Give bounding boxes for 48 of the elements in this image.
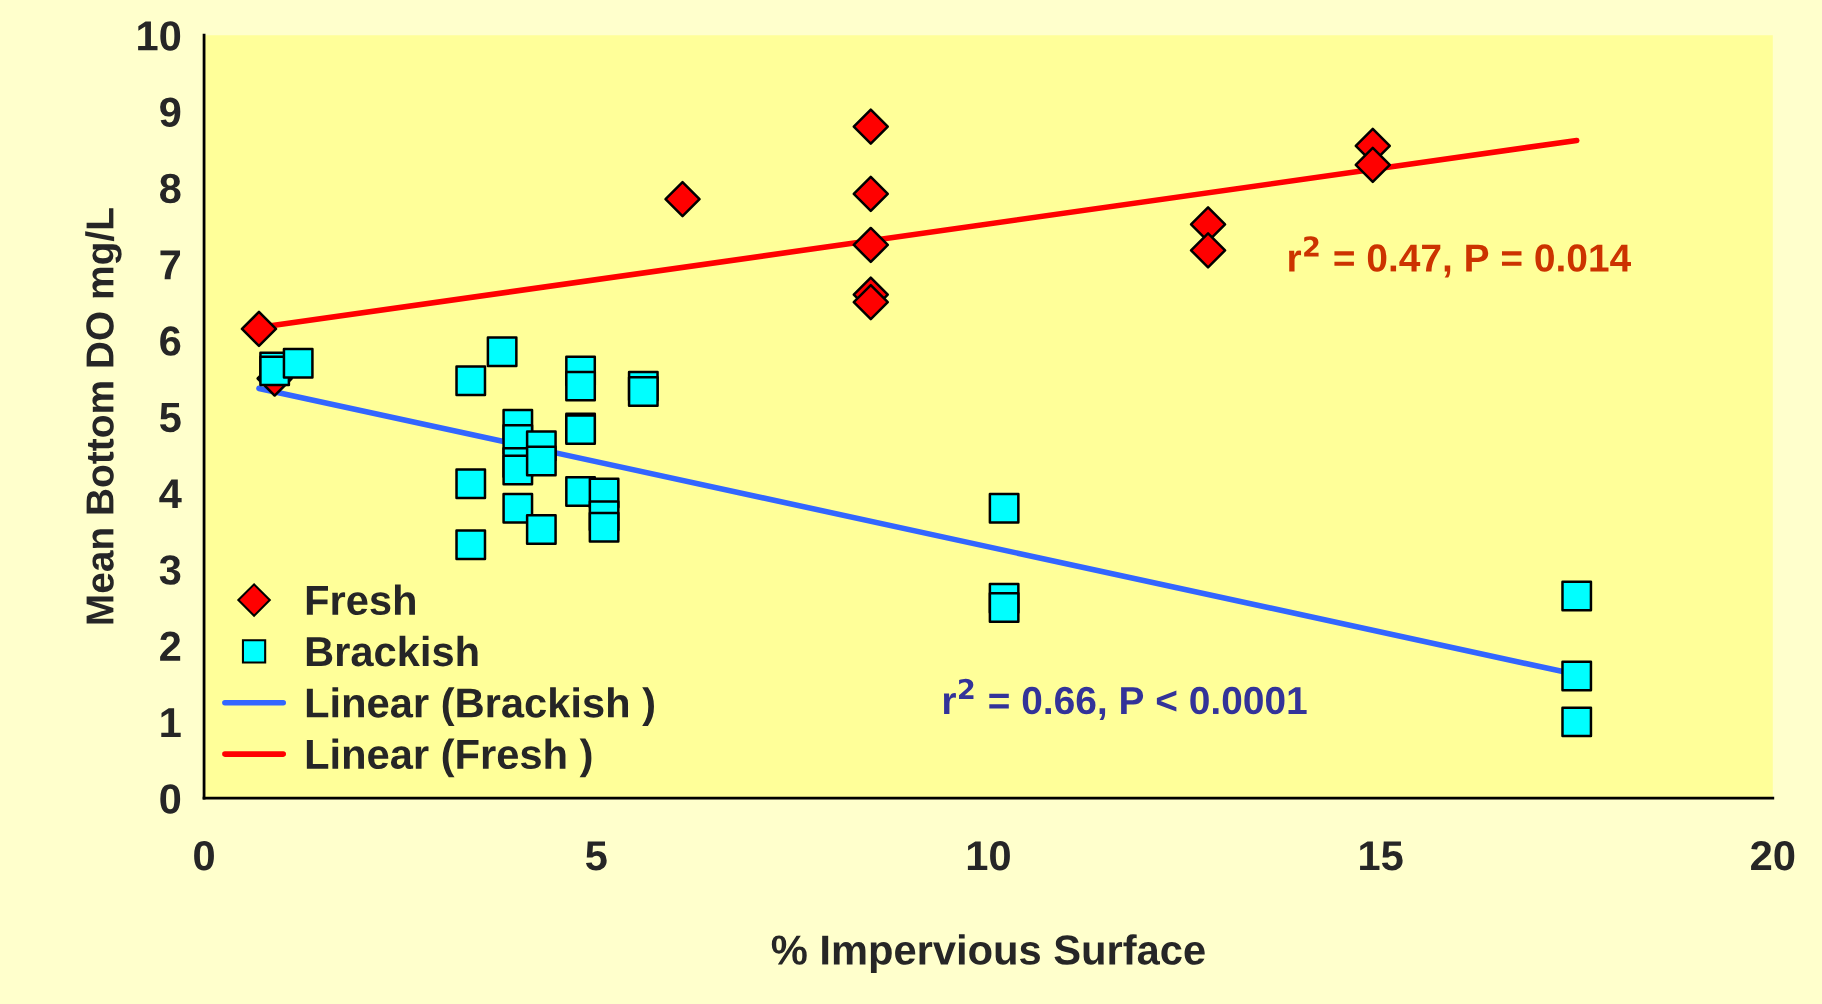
annotation: r$^{2}$ = 0.66, P < 0.0001 — [943, 678, 1307, 720]
y-tick-label: 7 — [160, 250, 181, 280]
point — [988, 492, 1020, 524]
point — [282, 347, 314, 379]
point — [240, 310, 278, 348]
x-tick-label: 20 — [1751, 840, 1795, 871]
point — [1354, 146, 1392, 184]
point — [1561, 580, 1593, 612]
point — [455, 365, 487, 397]
x-tick-label: 10 — [967, 840, 1010, 871]
y-tick-label: 10 — [138, 21, 181, 51]
point — [1561, 660, 1593, 692]
y-tick-label: 4 — [159, 479, 182, 509]
point — [664, 180, 701, 218]
x-axis-title: % Impervious Surface — [771, 934, 1205, 974]
x-tick-label: 5 — [585, 841, 607, 871]
point — [988, 591, 1020, 623]
y-axis-title: Mean Bottom DO mg/L — [85, 208, 122, 624]
point — [525, 514, 557, 546]
legend-label: Linear (Fresh ) — [306, 738, 592, 778]
point — [565, 370, 597, 402]
point — [852, 226, 890, 264]
y-tick-label: 9 — [160, 97, 181, 127]
point — [525, 445, 557, 477]
legend-label: Brackish — [306, 635, 478, 667]
y-tick-label: 5 — [159, 403, 181, 433]
point — [627, 376, 659, 407]
y-tick-label: 6 — [160, 326, 181, 356]
point — [1561, 706, 1593, 738]
legend-label: Linear (Brackish ) — [306, 687, 654, 727]
point — [455, 468, 487, 500]
point — [588, 511, 620, 543]
y-tick-label: 8 — [159, 173, 181, 204]
point — [502, 492, 534, 524]
point — [486, 336, 518, 368]
annotation: r$^{2}$ = 0.47, P = 0.014 — [1289, 236, 1631, 278]
y-tick-label: 0 — [160, 784, 181, 814]
y-tick-label: 1 — [161, 708, 181, 737]
point — [852, 283, 890, 321]
point — [852, 108, 890, 145]
point — [852, 175, 890, 213]
y-tick-label: 2 — [160, 631, 181, 661]
y-tick-label: 3 — [159, 555, 181, 585]
x-tick-label: 15 — [1360, 841, 1403, 871]
point — [455, 529, 487, 561]
x-tick-label: 0 — [194, 840, 214, 871]
legend-label: Fresh — [306, 584, 415, 616]
point — [1189, 232, 1227, 269]
